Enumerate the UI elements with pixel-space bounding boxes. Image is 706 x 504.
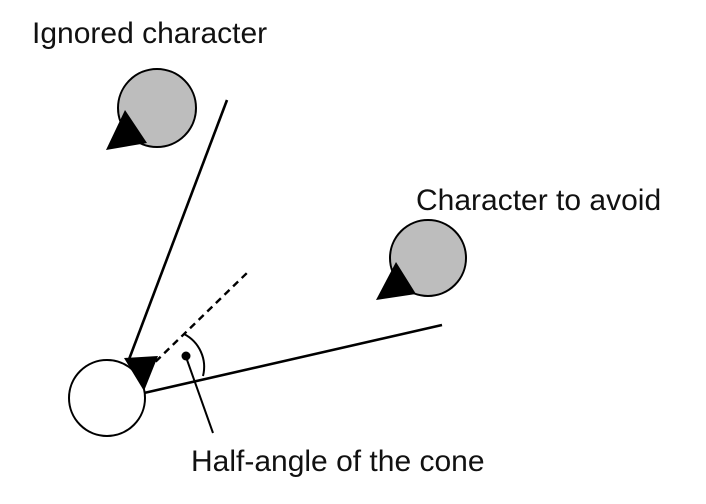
ignored-character-facing-marker: [106, 110, 147, 150]
character-to-avoid-label: Character to avoid: [416, 184, 661, 217]
self-character: [68, 356, 158, 437]
avoid-character-body: [389, 219, 467, 297]
cone-center-axis: [146, 269, 251, 371]
cone-lower-boundary: [143, 323, 443, 395]
self-character-facing-marker: [124, 356, 158, 391]
ignored-character: [106, 68, 197, 150]
half-angle-leader-line: [185, 356, 214, 434]
avoid-character-facing-marker: [376, 262, 416, 300]
half-angle-arc: [183, 333, 206, 377]
cone-upper-boundary: [126, 99, 229, 363]
half-angle-label: Half-angle of the cone: [191, 445, 485, 478]
character-to-avoid: [376, 219, 467, 300]
half-angle-marker-dot: [181, 351, 191, 361]
self-character-body: [68, 359, 146, 437]
ignored-character-body: [117, 68, 197, 148]
ignored-character-label: Ignored character: [32, 17, 267, 50]
